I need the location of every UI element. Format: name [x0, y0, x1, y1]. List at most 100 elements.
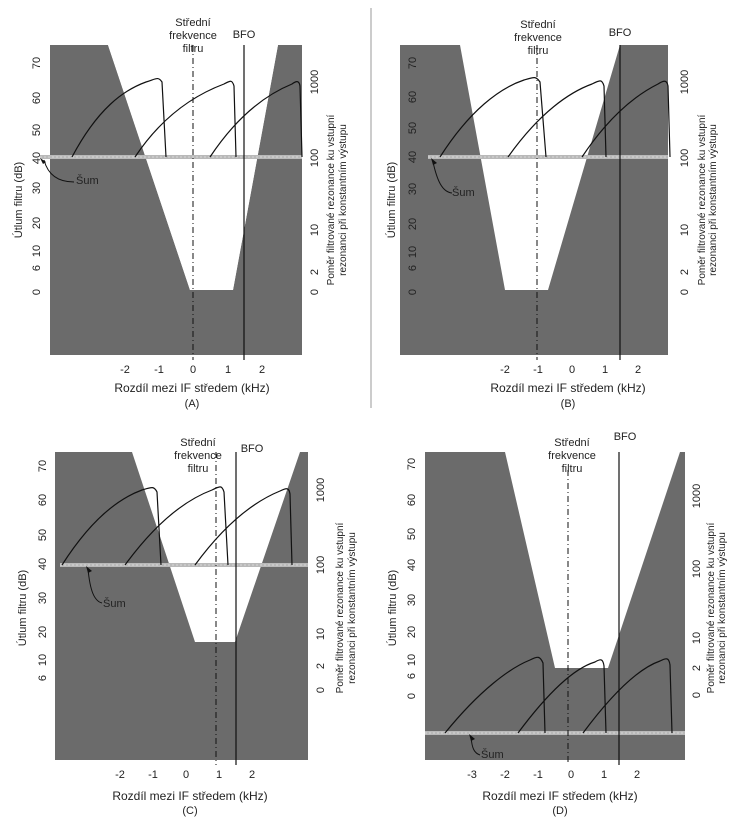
- svg-text:-2: -2: [500, 364, 510, 376]
- svg-text:20: 20: [31, 217, 43, 229]
- svg-text:6: 6: [406, 673, 418, 679]
- svg-text:100: 100: [691, 560, 703, 578]
- y-axis-left-label: Útlum filtru (dB): [386, 570, 399, 646]
- x-axis-label: Rozdíl mezi IF středem (kHz): [112, 789, 267, 803]
- filter-passband-shape: [425, 436, 685, 760]
- noise-label: Šum: [481, 748, 504, 761]
- noise-label: Šum: [103, 597, 126, 610]
- svg-text:-1: -1: [533, 769, 543, 781]
- svg-text:2: 2: [691, 665, 703, 671]
- svg-text:1000: 1000: [309, 70, 321, 94]
- panel-a: Střední frekvence filtru BFO Šum 70 60 5…: [12, 17, 349, 410]
- resonance-curves: [439, 77, 671, 158]
- svg-text:10: 10: [691, 632, 703, 644]
- x-axis-label: Rozdíl mezi IF středem (kHz): [482, 789, 637, 803]
- svg-text:0: 0: [568, 769, 574, 781]
- center-frequency-label-3: filtru: [183, 43, 204, 55]
- y-axis-right-label-1: Poměr filtrované rezonance ku vstupní: [326, 114, 337, 285]
- svg-text:0: 0: [407, 289, 419, 295]
- svg-text:20: 20: [37, 626, 49, 638]
- panel-caption: (B): [561, 398, 576, 410]
- svg-text:30: 30: [31, 182, 43, 194]
- noise-band: [425, 731, 685, 735]
- y-axis-left-label: Útlum filtru (dB): [385, 162, 398, 238]
- center-frequency-label-2: frekvence: [548, 450, 596, 462]
- noise-label: Šum: [76, 174, 99, 187]
- noise-pointer-arrow: [432, 161, 453, 194]
- svg-text:40: 40: [406, 559, 418, 571]
- svg-text:-2: -2: [115, 769, 125, 781]
- svg-text:2: 2: [249, 769, 255, 781]
- y-axis-right-label-1: Poměr filtrované rezonance ku vstupní: [706, 522, 717, 693]
- svg-text:10: 10: [31, 245, 43, 257]
- svg-text:-2: -2: [500, 769, 510, 781]
- svg-text:1: 1: [225, 364, 231, 376]
- noise-pointer-arrow: [87, 568, 103, 604]
- svg-text:-1: -1: [154, 364, 164, 376]
- resonance-curves: [71, 77, 303, 158]
- noise-band: [428, 155, 668, 159]
- svg-text:10: 10: [679, 224, 691, 236]
- svg-text:2: 2: [309, 269, 321, 275]
- center-frequency-label-2: frekvence: [174, 450, 222, 462]
- svg-text:-2: -2: [120, 364, 130, 376]
- svg-text:20: 20: [406, 626, 418, 638]
- y-axis-left-ticks: 70 60 50 40 30 20 10 6 0: [37, 460, 49, 681]
- svg-text:50: 50: [407, 122, 419, 134]
- center-frequency-label-1: Střední: [554, 437, 589, 449]
- center-frequency-label-3: filtru: [528, 45, 549, 57]
- svg-text:2: 2: [635, 364, 641, 376]
- noise-arrowhead-icon: [469, 734, 475, 741]
- filter-passband-shape: [50, 35, 302, 355]
- svg-text:40: 40: [37, 558, 49, 570]
- svg-text:30: 30: [37, 592, 49, 604]
- svg-text:70: 70: [37, 460, 49, 472]
- svg-text:30: 30: [406, 594, 418, 606]
- svg-text:2: 2: [679, 269, 691, 275]
- svg-text:0: 0: [691, 692, 703, 698]
- panel-caption: (D): [552, 805, 567, 817]
- noise-arrowhead-icon: [40, 158, 46, 164]
- svg-text:60: 60: [407, 91, 419, 103]
- svg-text:100: 100: [309, 149, 321, 167]
- svg-text:60: 60: [37, 494, 49, 506]
- svg-text:2: 2: [259, 364, 265, 376]
- svg-text:10: 10: [407, 246, 419, 258]
- y-axis-right-label-2: rezonanci při konstantním výstupu: [708, 124, 719, 276]
- svg-text:2: 2: [634, 769, 640, 781]
- svg-text:10: 10: [309, 224, 321, 236]
- center-frequency-label-1: Střední: [175, 17, 210, 29]
- y-axis-left-ticks: 70 60 50 40 30 20 10 6 0: [406, 458, 418, 699]
- svg-text:30: 30: [407, 183, 419, 195]
- y-axis-right-label-1: Poměr filtrované rezonance ku vstupní: [335, 522, 346, 693]
- svg-text:-1: -1: [148, 769, 158, 781]
- svg-text:0: 0: [183, 769, 189, 781]
- svg-text:70: 70: [407, 57, 419, 69]
- center-frequency-label-3: filtru: [188, 463, 209, 475]
- x-axis-label: Rozdíl mezi IF středem (kHz): [114, 381, 269, 395]
- panel-caption: (A): [185, 398, 200, 410]
- y-axis-right-label-1: Poměr filtrované rezonance ku vstupní: [697, 114, 708, 285]
- noise-pointer-arrow: [43, 159, 75, 183]
- panel-b: Střední frekvence filtru BFO Šum 70 60 5…: [385, 19, 719, 410]
- svg-text:10: 10: [37, 654, 49, 666]
- svg-text:50: 50: [31, 124, 43, 136]
- x-axis-label: Rozdíl mezi IF středem (kHz): [490, 381, 645, 395]
- svg-text:6: 6: [37, 675, 49, 681]
- x-axis-ticks: -2 -1 0 1 2: [120, 364, 265, 376]
- noise-arrowhead-icon: [86, 566, 92, 573]
- y-axis-left-ticks: 70 60 50 40 30 20 10 6 0: [407, 57, 419, 295]
- bfo-label: BFO: [609, 27, 632, 39]
- svg-text:0: 0: [406, 693, 418, 699]
- y-axis-right-ticks: 1000 100 10 2 0: [679, 70, 691, 295]
- svg-text:50: 50: [37, 529, 49, 541]
- svg-text:6: 6: [31, 265, 43, 271]
- svg-text:50: 50: [406, 528, 418, 540]
- svg-text:0: 0: [315, 687, 327, 693]
- center-frequency-label-3: filtru: [562, 463, 583, 475]
- noise-label: Šum: [452, 186, 475, 199]
- bfo-label: BFO: [614, 431, 637, 443]
- bfo-label: BFO: [241, 443, 264, 455]
- noise-arrowhead-icon: [431, 158, 437, 165]
- y-axis-right-ticks: 1000 100 10 2 0: [691, 484, 703, 698]
